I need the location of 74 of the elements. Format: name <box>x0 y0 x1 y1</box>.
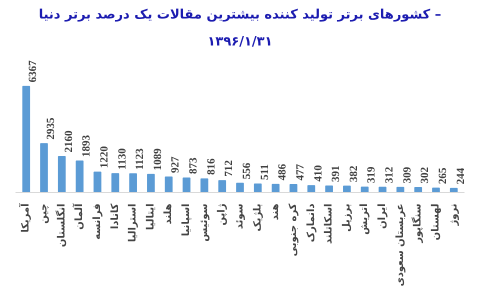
data-label: 309 <box>401 166 414 184</box>
data-label: 244 <box>454 167 467 184</box>
data-label: 382 <box>348 165 360 182</box>
x-tick-label: سوئیس <box>198 203 210 242</box>
x-tick-label: سنگاپور <box>410 203 424 244</box>
bar <box>94 172 102 192</box>
data-label: 477 <box>294 164 306 181</box>
data-label: 312 <box>384 166 396 184</box>
data-label: 927 <box>170 156 182 174</box>
data-label: 302 <box>419 166 432 184</box>
chart-title: کشورهای برتر تولید کننده بیشترین مقالات یک درصد برتر دنیا – <box>38 8 442 22</box>
x-tick-label: اتریش <box>359 203 370 235</box>
x-tick-label: آمریکا <box>18 202 32 233</box>
x-tick-label: برزیل <box>341 203 352 232</box>
data-label: 1130 <box>116 148 128 170</box>
bar <box>111 173 120 192</box>
data-label: 511 <box>258 164 271 180</box>
bar <box>218 180 226 192</box>
data-label: 6367 <box>27 60 40 82</box>
bar <box>343 186 351 192</box>
bar <box>76 160 84 192</box>
x-tick-label: هلند <box>163 203 174 224</box>
data-label: 486 <box>276 163 289 180</box>
bar <box>360 186 369 192</box>
data-label: 1220 <box>98 146 110 168</box>
data-label: 712 <box>223 160 236 177</box>
x-tick-label: اسپانیا <box>181 203 192 236</box>
x-tick-label: لهستان <box>430 204 442 240</box>
bar <box>182 177 190 192</box>
x-tick-label: چین <box>38 203 50 224</box>
x-tick-label: بلژیک <box>252 203 264 232</box>
data-label: 1089 <box>152 148 164 170</box>
x-tick-label: سوئد <box>234 203 246 230</box>
data-label: 319 <box>366 166 378 184</box>
data-label: 391 <box>330 165 342 182</box>
bar <box>164 176 173 192</box>
bar <box>325 185 333 192</box>
bar <box>58 156 66 192</box>
data-label: 2935 <box>45 117 58 140</box>
x-tick-label: نروژ <box>448 203 460 226</box>
bar <box>22 86 30 192</box>
data-label: 265 <box>436 167 449 184</box>
x-tick-label: ایتالیا <box>145 203 156 230</box>
bar <box>378 186 386 192</box>
x-tick-label: هند <box>270 203 282 220</box>
bar <box>307 185 316 192</box>
bar <box>254 183 262 192</box>
data-label: 816 <box>205 158 218 175</box>
bar <box>272 184 280 192</box>
x-tick-label: کانادا <box>110 203 121 230</box>
x-tick-label: ایران <box>377 203 388 229</box>
x-tick-label: آلمان <box>72 202 86 230</box>
bar <box>236 182 244 192</box>
bar <box>290 184 298 192</box>
bar <box>432 188 440 192</box>
data-label: 1893 <box>80 134 93 157</box>
x-tick-label: استرالیا <box>128 203 139 242</box>
data-label: 556 <box>241 162 253 180</box>
data-label: 2160 <box>62 130 75 152</box>
bar <box>147 174 155 192</box>
bar <box>40 143 48 192</box>
data-label: 410 <box>312 164 324 182</box>
x-tick-label: فرانسه <box>92 203 103 240</box>
x-tick-label: دانمارک <box>306 203 317 242</box>
bar <box>129 173 137 192</box>
x-tick-label: عربستان سعودی <box>394 203 406 286</box>
x-tick-label: اسکاتلند <box>324 203 335 244</box>
x-tick-label: ژاپن <box>216 203 228 226</box>
x-tick-label: انگلستان <box>54 203 68 248</box>
data-label: 1123 <box>134 148 146 170</box>
bar <box>200 178 208 192</box>
data-label: 873 <box>188 156 200 174</box>
chart-subtitle: ۱۳۹۶/۱/۳۱ <box>207 34 273 50</box>
x-tick-label: کره جنوبی <box>288 203 299 256</box>
